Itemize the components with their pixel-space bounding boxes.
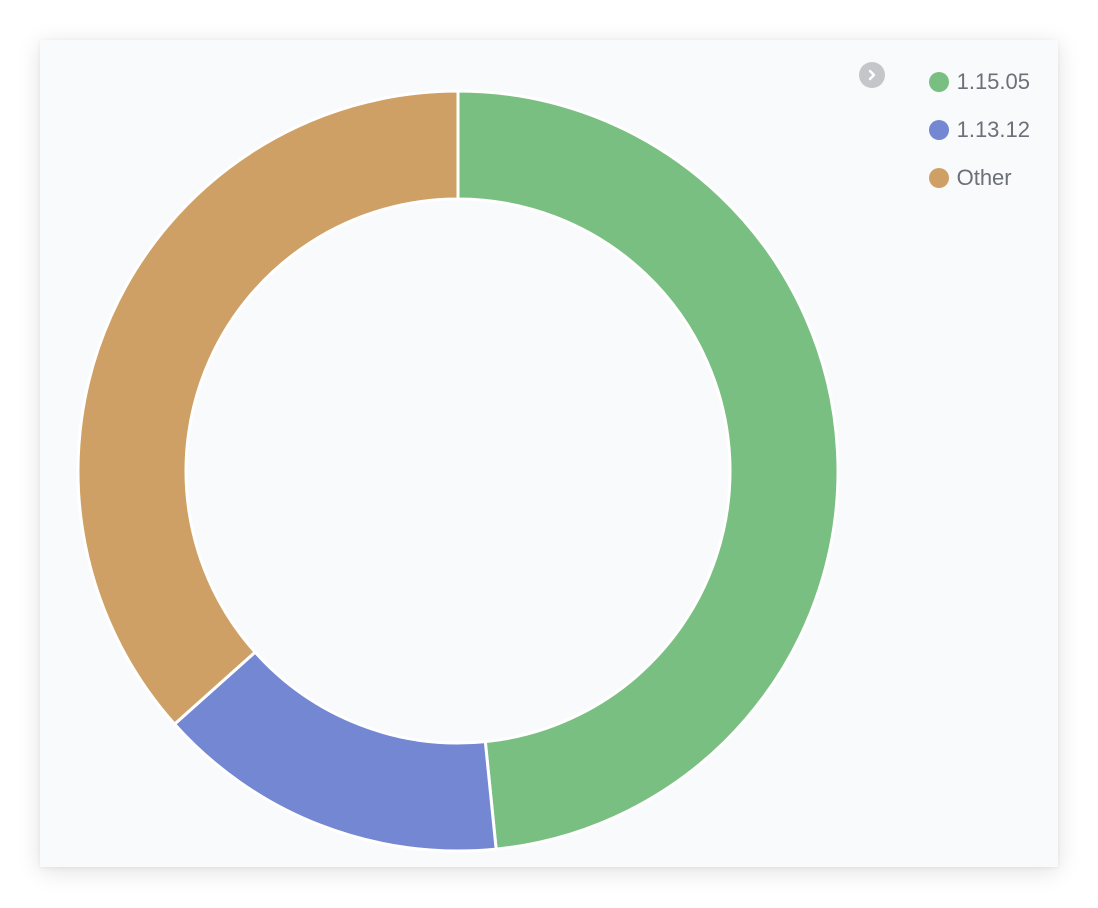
chevron-right-icon [868, 69, 875, 81]
legend-swatch-1 [928, 72, 949, 92]
legend-item-1[interactable]: 1.15.05 [928, 58, 1030, 106]
legend-swatch-3 [928, 168, 949, 188]
legend-label-2: 1.13.12 [956, 117, 1030, 142]
legend: 1.15.05 1.13.12 Other [858, 58, 1030, 202]
donut-chart [76, 89, 840, 853]
legend-item-2[interactable]: 1.13.12 [928, 106, 1030, 154]
chart-panel: 1.15.05 1.13.12 Other [40, 40, 1058, 867]
legend-toggle-button[interactable] [858, 62, 885, 88]
donut-slice-3[interactable] [76, 89, 460, 727]
legend-item-3[interactable]: Other [928, 154, 1012, 202]
legend-swatch-2 [928, 120, 949, 140]
donut-slice-1[interactable] [456, 89, 840, 851]
legend-label-1: 1.15.05 [956, 69, 1030, 94]
legend-label-3: Other [956, 165, 1012, 190]
